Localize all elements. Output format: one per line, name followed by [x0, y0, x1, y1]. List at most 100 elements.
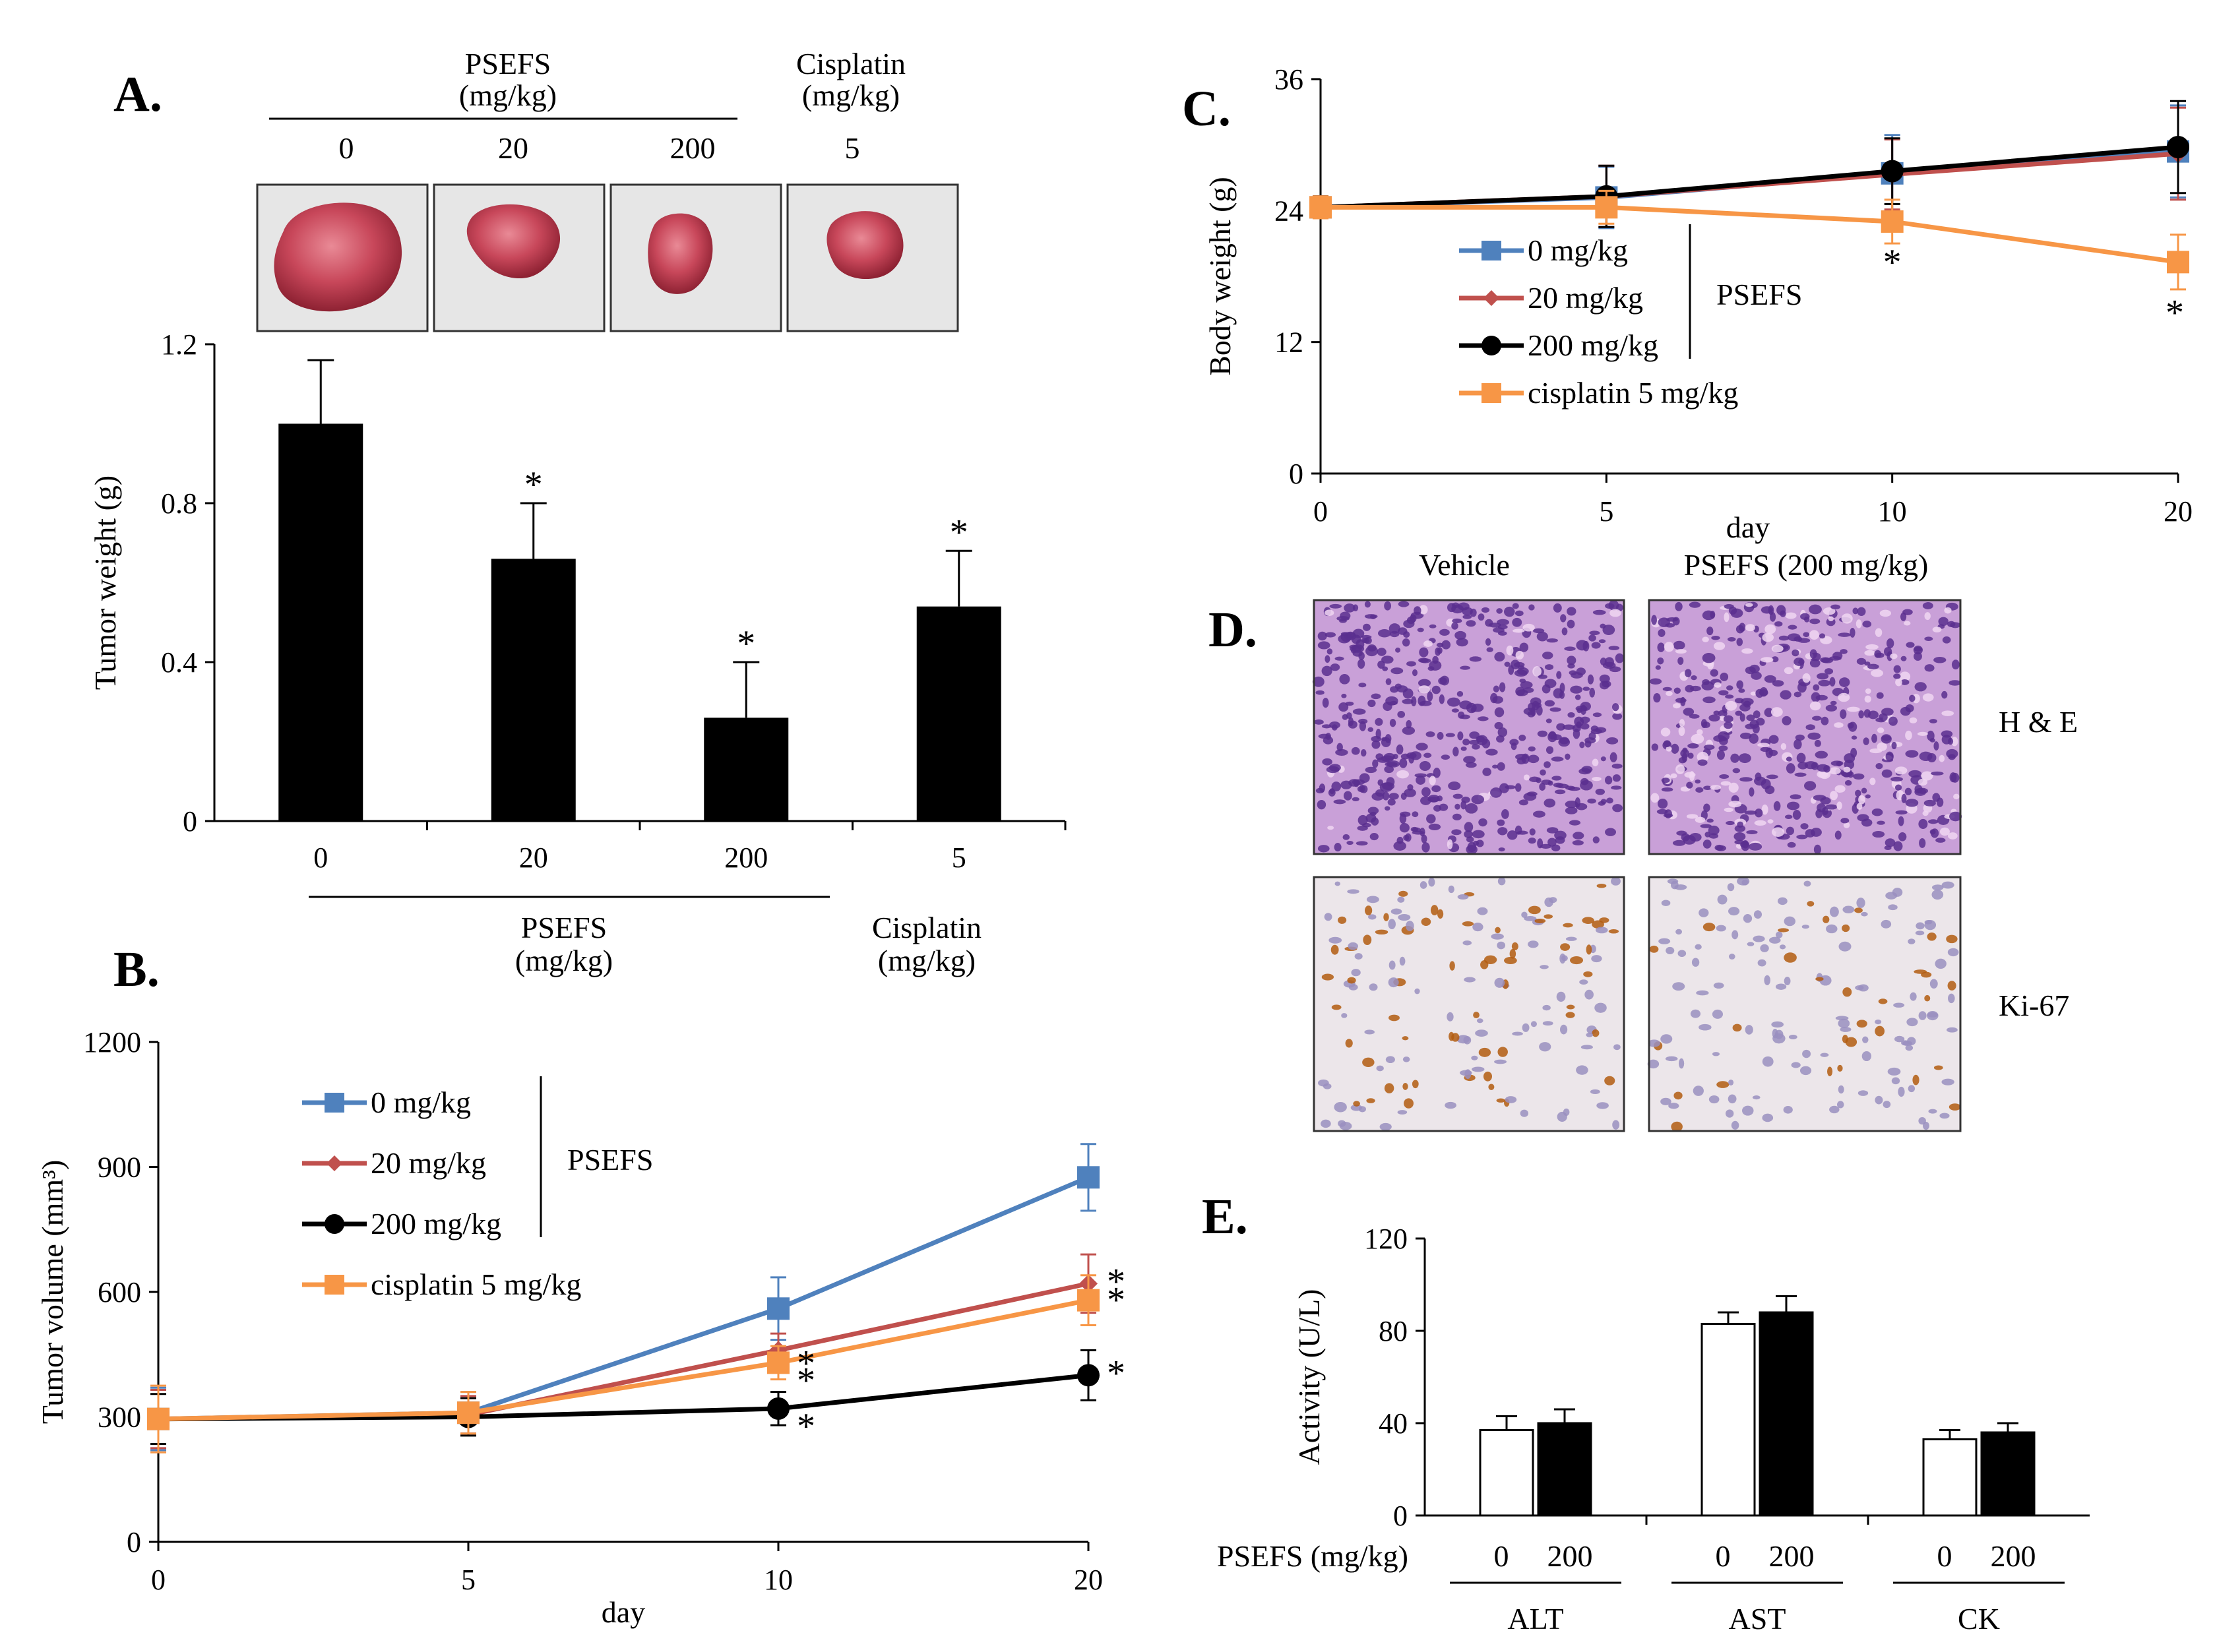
cell — [1547, 731, 1557, 743]
cell — [1718, 745, 1728, 751]
cell — [1460, 665, 1470, 670]
cell — [1728, 801, 1742, 808]
cell — [1803, 880, 1811, 887]
cell — [1350, 646, 1362, 652]
cell — [1521, 911, 1528, 918]
cell — [1524, 916, 1537, 921]
cell — [1731, 930, 1739, 940]
cell — [1749, 842, 1763, 851]
cell — [1331, 724, 1338, 731]
cell — [1452, 618, 1462, 624]
cell — [1589, 630, 1600, 636]
cell — [1863, 709, 1871, 718]
cell — [1529, 828, 1536, 836]
cell — [1710, 669, 1718, 677]
tumor-specimen-200 — [648, 213, 713, 294]
cell — [1448, 781, 1461, 791]
cell — [1544, 664, 1554, 670]
cell — [1317, 799, 1326, 810]
cell — [1904, 621, 1911, 626]
cell — [1916, 922, 1925, 930]
cell — [1714, 844, 1724, 851]
cell — [1390, 686, 1399, 693]
cell — [1671, 743, 1679, 754]
cell — [1660, 727, 1671, 737]
cell — [1331, 1004, 1342, 1010]
c-marker — [1881, 160, 1904, 183]
cell — [1843, 822, 1850, 828]
b-marker — [767, 1297, 790, 1320]
cell — [1609, 609, 1621, 617]
cell — [1716, 750, 1725, 760]
cell — [1716, 925, 1726, 932]
tumor-photo-0 — [256, 183, 429, 332]
cell — [1775, 983, 1787, 990]
cell — [1834, 785, 1846, 793]
cell — [1861, 818, 1873, 827]
cell — [1794, 691, 1802, 698]
cell — [1912, 1074, 1919, 1086]
cell — [1725, 694, 1734, 699]
cell — [1872, 830, 1885, 838]
cell — [1466, 620, 1476, 627]
cell — [1834, 830, 1842, 840]
cell — [1462, 940, 1472, 946]
cell — [1893, 1002, 1905, 1008]
cell — [1660, 1034, 1673, 1044]
cell — [1343, 791, 1352, 801]
cell — [1931, 884, 1944, 891]
tumor-photos — [256, 183, 959, 332]
cell — [1809, 604, 1822, 615]
cell — [1559, 683, 1565, 693]
cell — [1803, 781, 1817, 791]
cell — [1317, 1079, 1329, 1087]
cell — [1687, 752, 1694, 759]
cell — [1325, 609, 1334, 617]
cell — [1829, 677, 1836, 687]
cell — [1726, 685, 1733, 690]
cell — [1412, 827, 1421, 833]
cell — [1876, 692, 1884, 699]
cell — [1592, 920, 1604, 929]
cell — [1544, 700, 1555, 707]
cell — [1953, 793, 1960, 800]
histology-row-ki67: Ki-67 — [1999, 989, 2069, 1022]
cell — [1329, 788, 1335, 795]
cell — [1445, 733, 1455, 737]
cell — [1612, 774, 1621, 782]
cell — [1396, 744, 1404, 755]
cell — [1823, 607, 1836, 615]
cell — [1390, 667, 1404, 675]
cell — [1784, 667, 1794, 675]
b-x-tick-label: 20 — [1074, 1564, 1103, 1596]
cell — [1537, 730, 1548, 737]
cell — [1347, 977, 1356, 984]
cell — [1457, 731, 1464, 741]
cell — [1433, 768, 1441, 778]
cell — [1820, 657, 1831, 663]
cell — [1400, 753, 1410, 760]
b-legend-label: 200 mg/kg — [371, 1207, 501, 1240]
cell — [1842, 905, 1855, 913]
cell — [1329, 603, 1342, 609]
cell — [1840, 709, 1847, 719]
cell — [1439, 628, 1450, 636]
cell — [1377, 660, 1385, 669]
cell — [1829, 906, 1839, 917]
cell — [1947, 981, 1956, 991]
cell — [1516, 689, 1528, 696]
cell — [1852, 607, 1859, 615]
cell — [1419, 828, 1425, 837]
cell — [1881, 708, 1894, 716]
cell — [1334, 881, 1340, 886]
cell — [1403, 619, 1415, 628]
cell — [1815, 750, 1828, 759]
cell — [1556, 723, 1565, 731]
cell — [1919, 838, 1926, 848]
cell — [1545, 746, 1554, 754]
cell — [1924, 920, 1937, 931]
cell — [1779, 944, 1786, 950]
cell — [1371, 735, 1382, 743]
cell — [1553, 782, 1564, 787]
cell — [1886, 638, 1894, 649]
